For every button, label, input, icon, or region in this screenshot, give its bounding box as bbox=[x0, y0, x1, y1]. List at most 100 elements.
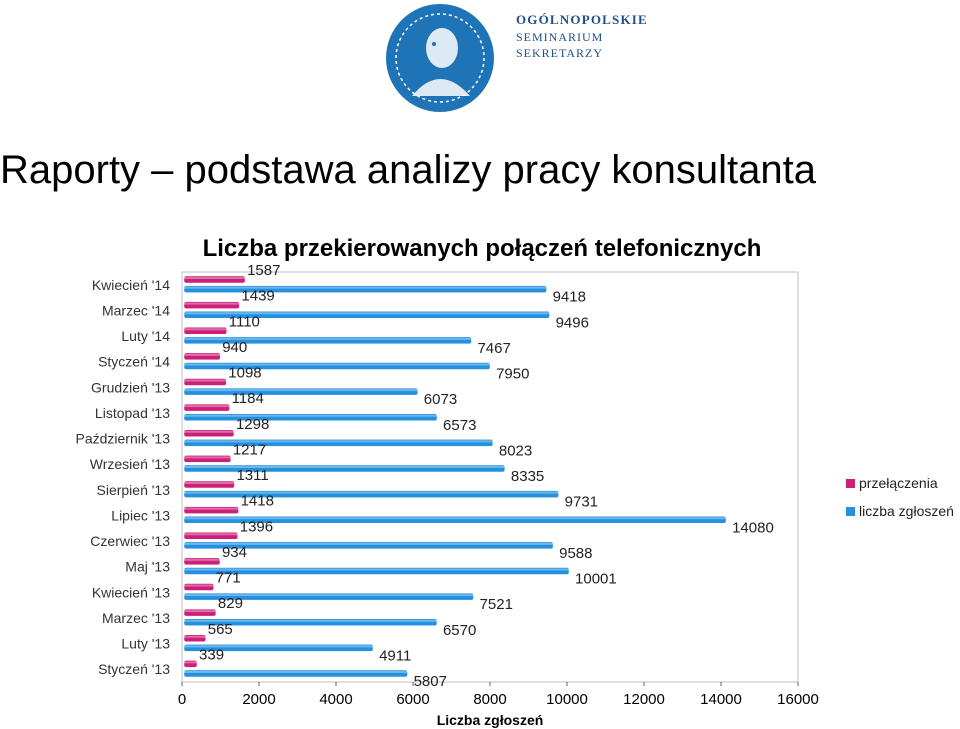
category-label: Maj '13 bbox=[125, 559, 170, 575]
bar-highlight bbox=[184, 594, 474, 597]
bar-highlight bbox=[184, 517, 727, 520]
bar-przelaczenia bbox=[183, 608, 217, 617]
bar-highlight bbox=[184, 328, 227, 331]
seal-portrait-icon bbox=[386, 4, 494, 112]
bar-przelaczenia bbox=[183, 352, 221, 361]
x-tick-label: 8000 bbox=[473, 691, 506, 708]
data-label: 1184 bbox=[232, 390, 264, 407]
data-label: 9588 bbox=[559, 545, 592, 562]
bar-highlight bbox=[184, 507, 239, 510]
data-label: 6570 bbox=[443, 622, 476, 639]
bar-highlight bbox=[184, 389, 418, 392]
bar-highlight bbox=[184, 533, 238, 536]
category-label: Styczeń '14 bbox=[98, 354, 170, 370]
bar-przelaczenia bbox=[183, 378, 227, 386]
org-name-line-3: SEKRETARZY bbox=[516, 46, 604, 60]
category-label: Wrzesień '13 bbox=[90, 456, 170, 472]
data-label: 7467 bbox=[477, 340, 510, 357]
bar-liczba-zgloszen bbox=[183, 592, 474, 601]
category-label: Czerwiec '13 bbox=[90, 533, 170, 549]
bar-highlight bbox=[184, 405, 230, 408]
bar-liczba-zgloszen bbox=[183, 618, 438, 626]
value-labels: 1587 9418 1439 9496 1110 7467 940 7950 1098 6073 1… bbox=[199, 262, 774, 690]
category-label: Październik '13 bbox=[76, 431, 171, 447]
bar-liczba-zgloszen bbox=[183, 362, 491, 370]
category-label: Marzec '14 bbox=[102, 302, 170, 318]
x-tick-label: 6000 bbox=[396, 691, 429, 708]
bar-liczba-zgloszen bbox=[183, 311, 550, 319]
x-axis-label: Liczba zgłoszeń bbox=[437, 712, 544, 728]
data-label: 1396 bbox=[240, 518, 273, 535]
bars bbox=[183, 275, 727, 678]
slide-title: Raporty – podstawa analizy pracy konsult… bbox=[0, 148, 817, 192]
data-label: 5807 bbox=[414, 673, 447, 690]
bar-highlight bbox=[184, 482, 235, 484]
bar-highlight bbox=[184, 456, 231, 459]
bar-liczba-zgloszen bbox=[183, 387, 419, 396]
org-name-line-1: OGÓLNOPOLSKIE bbox=[516, 12, 648, 27]
category-label: Lipiec '13 bbox=[111, 507, 170, 523]
category-labels: Kwiecień '14 Marzec '14 Luty '14 Styczeń '1… bbox=[76, 277, 171, 677]
data-label: 1098 bbox=[228, 365, 261, 382]
category-label: Listopad '13 bbox=[95, 405, 170, 421]
data-label: 1110 bbox=[229, 313, 260, 330]
data-label: 1418 bbox=[241, 493, 274, 510]
bar-przelaczenia bbox=[183, 480, 235, 489]
x-tick-label: 0 bbox=[178, 691, 186, 708]
bar-przelaczenia bbox=[183, 403, 230, 412]
bar-przelaczenia bbox=[183, 583, 214, 591]
category-label: Marzec '13 bbox=[102, 610, 170, 626]
bar-liczba-zgloszen bbox=[183, 285, 547, 293]
bar-highlight bbox=[184, 337, 472, 340]
bar-przelaczenia bbox=[183, 455, 232, 463]
bar-przelaczenia bbox=[183, 275, 246, 284]
data-label: 934 bbox=[222, 544, 247, 561]
data-label: 1439 bbox=[241, 288, 274, 305]
data-label: 9496 bbox=[556, 314, 589, 331]
bar-highlight bbox=[184, 568, 570, 571]
bar-przelaczenia bbox=[183, 429, 235, 437]
bar-highlight bbox=[184, 661, 198, 664]
x-tick-label: 4000 bbox=[319, 691, 352, 708]
data-label: 1217 bbox=[233, 441, 266, 458]
bar-highlight bbox=[184, 379, 227, 382]
x-axis: 0 2000 4000 6000 8000 10000 12000 14000 16000 bbox=[178, 682, 819, 708]
legend: przełączenia liczba zgłoszeń bbox=[846, 475, 954, 519]
data-label: 829 bbox=[218, 595, 243, 612]
x-tick-label: 14000 bbox=[700, 691, 742, 708]
data-label: 7950 bbox=[496, 366, 529, 383]
data-label: 9731 bbox=[565, 494, 598, 511]
bar-highlight bbox=[184, 466, 505, 468]
data-label: 1298 bbox=[236, 416, 269, 433]
data-label: 6073 bbox=[424, 391, 457, 408]
data-label: 14080 bbox=[732, 519, 774, 536]
category-label: Luty '13 bbox=[121, 636, 170, 652]
bar-przelaczenia bbox=[183, 327, 227, 335]
bar-highlight bbox=[184, 277, 246, 279]
x-tick-label: 2000 bbox=[242, 691, 275, 708]
bar-highlight bbox=[184, 302, 240, 305]
bar-liczba-zgloszen bbox=[183, 464, 506, 473]
bar-przelaczenia bbox=[183, 634, 207, 642]
bar-przelaczenia bbox=[183, 660, 198, 668]
category-label: Sierpień '13 bbox=[97, 482, 171, 498]
bar-highlight bbox=[184, 635, 206, 638]
bar-liczba-zgloszen bbox=[183, 490, 559, 498]
bar-liczba-zgloszen bbox=[183, 644, 374, 652]
bar-highlight bbox=[184, 610, 216, 613]
data-label: 8335 bbox=[511, 468, 544, 485]
data-label: 6573 bbox=[443, 417, 476, 434]
bar-liczba-zgloszen bbox=[183, 336, 472, 345]
legend-label: liczba zgłoszeń bbox=[859, 503, 954, 519]
bar-liczba-zgloszen bbox=[183, 567, 570, 575]
bar-liczba-zgloszen bbox=[183, 516, 727, 524]
bar-przelaczenia bbox=[183, 532, 238, 540]
category-label: Styczeń '13 bbox=[98, 661, 170, 677]
data-label: 565 bbox=[208, 621, 233, 638]
bar-highlight bbox=[184, 440, 493, 443]
data-label: 9418 bbox=[553, 289, 586, 306]
bar-highlight bbox=[184, 619, 437, 622]
category-label: Kwiecień '14 bbox=[92, 277, 170, 293]
bar-liczba-zgloszen bbox=[183, 541, 554, 550]
